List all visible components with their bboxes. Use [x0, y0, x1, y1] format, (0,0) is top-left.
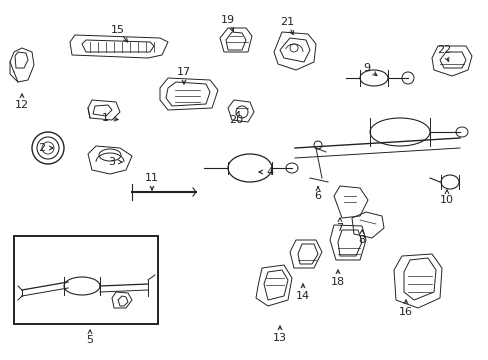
Text: 12: 12	[15, 100, 29, 110]
Text: 13: 13	[272, 333, 286, 343]
Text: 22: 22	[436, 45, 450, 55]
Text: 7: 7	[336, 223, 343, 233]
Text: 10: 10	[439, 195, 453, 205]
Bar	[14, 236, 158, 324]
Text: 2: 2	[39, 143, 45, 153]
Text: 17: 17	[177, 67, 191, 77]
Text: 20: 20	[228, 115, 243, 125]
Text: 19: 19	[221, 15, 235, 25]
Text: 14: 14	[295, 291, 309, 301]
Text: 8: 8	[358, 235, 365, 245]
Text: 15: 15	[111, 25, 125, 35]
Text: 5: 5	[86, 335, 93, 345]
Text: 11: 11	[145, 173, 159, 183]
Text: 9: 9	[363, 63, 370, 73]
Text: 18: 18	[330, 277, 345, 287]
Text: 21: 21	[279, 17, 293, 27]
Text: 3: 3	[108, 157, 115, 167]
Text: 6: 6	[314, 191, 321, 201]
Text: 1: 1	[102, 113, 108, 123]
Text: 16: 16	[398, 307, 412, 317]
Text: 4: 4	[266, 167, 273, 177]
